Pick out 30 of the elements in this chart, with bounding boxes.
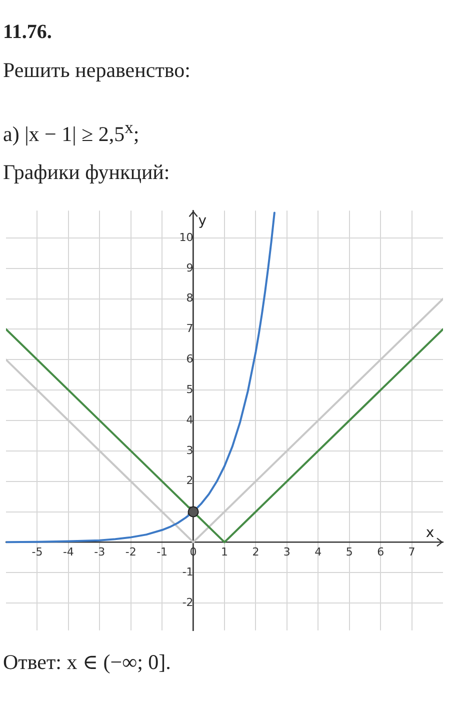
x-tick-label: 1 bbox=[221, 546, 228, 559]
y-tick-label: -2 bbox=[182, 596, 194, 609]
x-tick-label: 6 bbox=[377, 546, 384, 559]
x-tick-label: 5 bbox=[346, 546, 353, 559]
y-tick-label: 4 bbox=[186, 413, 194, 426]
y-tick-label: -1 bbox=[182, 565, 194, 578]
x-tick-label: 3 bbox=[283, 546, 290, 559]
y-tick-label: 8 bbox=[186, 292, 194, 305]
y-tick-label: 5 bbox=[186, 382, 194, 396]
x-tick-label: 2 bbox=[252, 546, 260, 559]
y-tick-label: 10 bbox=[179, 230, 194, 244]
x-tick-label: 7 bbox=[408, 546, 416, 559]
x-tick-label: 4 bbox=[314, 546, 322, 559]
x-tick-label: -3 bbox=[94, 546, 106, 559]
x-tick-label: -2 bbox=[125, 546, 136, 559]
text: Ответ: x ∈ (−∞; 0]. bbox=[3, 650, 171, 674]
chart-title: 11.76. bbox=[3, 21, 52, 43]
x-tick-label: -4 bbox=[62, 546, 74, 559]
x-tick-label: -5 bbox=[32, 546, 43, 559]
y-tick-label: 9 bbox=[186, 261, 194, 274]
chart-subtitle: Решить неравенство: bbox=[3, 58, 190, 82]
x-tick-label: -1 bbox=[156, 546, 168, 559]
x-axis-title: x bbox=[426, 524, 434, 541]
text: Графики функций: bbox=[3, 160, 170, 184]
y-tick-label: 6 bbox=[186, 352, 194, 366]
y-tick-label: 3 bbox=[186, 444, 194, 457]
text: а) |x − 1| ≥ 2,5$^{x}$; bbox=[3, 117, 140, 146]
y-tick-label: 7 bbox=[186, 322, 194, 336]
y-tick-label: 2 bbox=[186, 474, 194, 488]
y-axis-title: y bbox=[198, 213, 207, 230]
